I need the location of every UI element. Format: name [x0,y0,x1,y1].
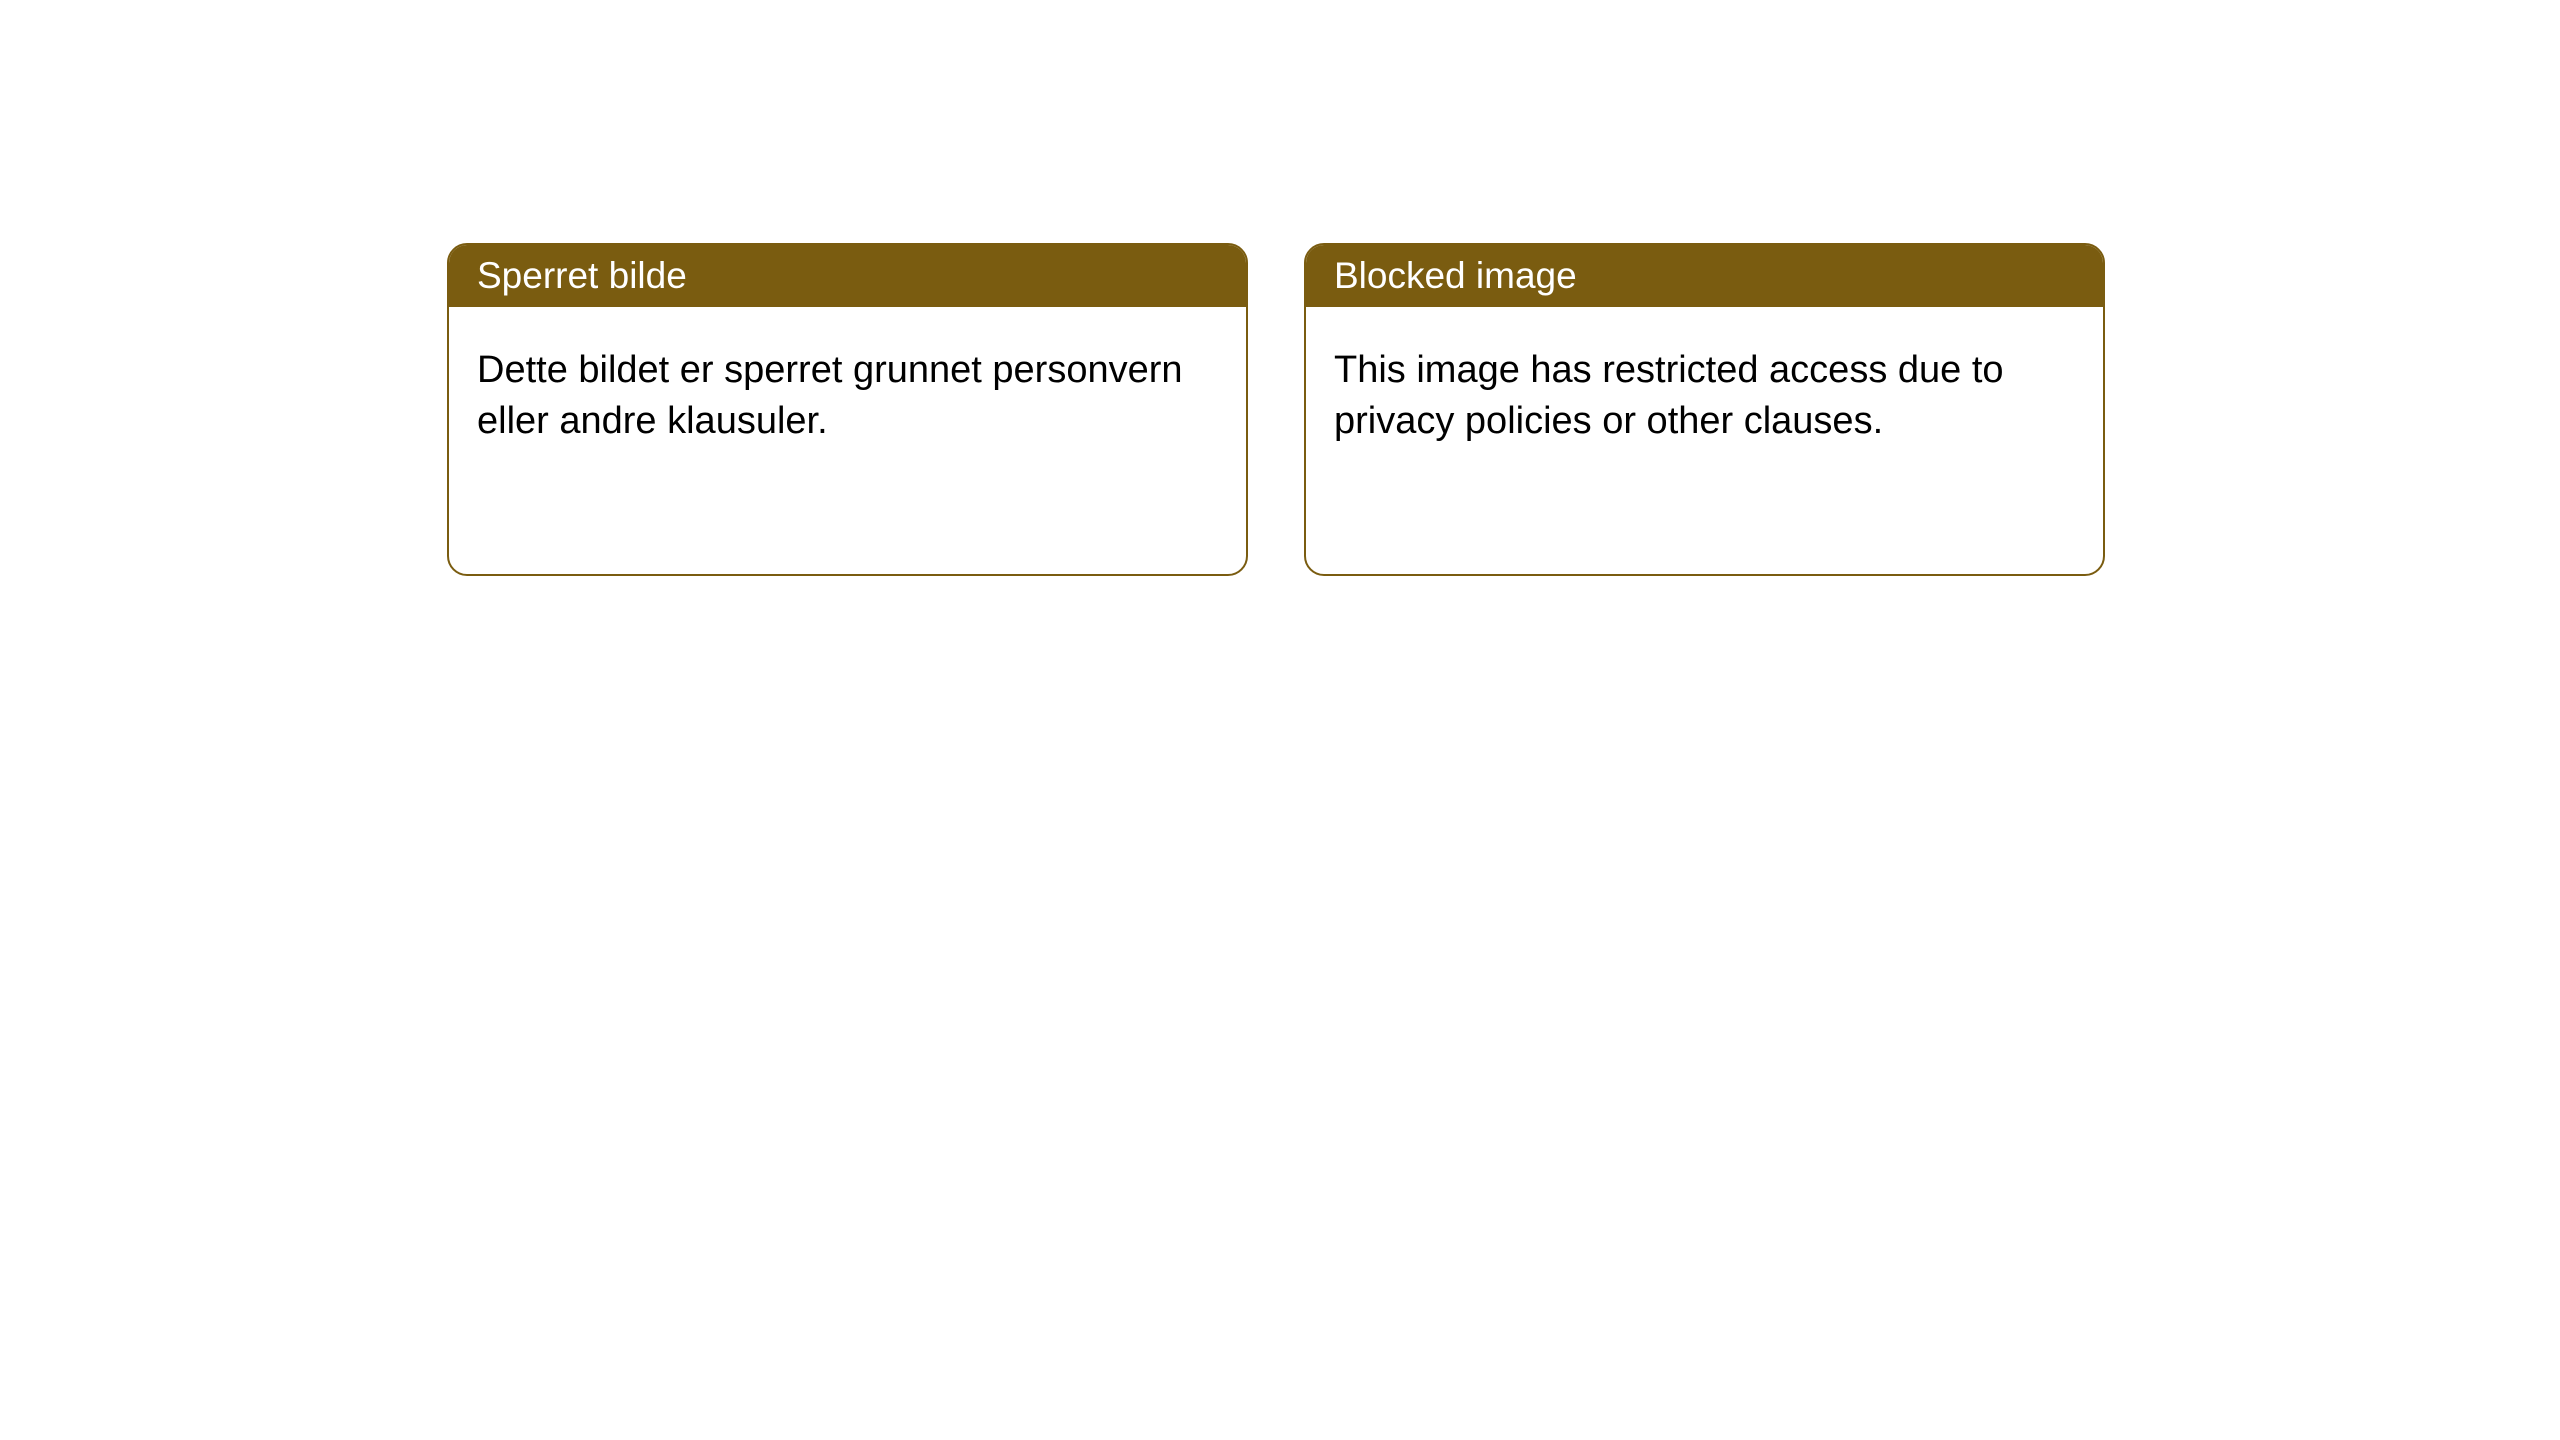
notice-body: This image has restricted access due to … [1306,307,2103,486]
notice-body: Dette bildet er sperret grunnet personve… [449,307,1246,486]
notice-card-norwegian: Sperret bilde Dette bildet er sperret gr… [447,243,1248,576]
notices-container: Sperret bilde Dette bildet er sperret gr… [447,243,2105,576]
notice-title: Blocked image [1306,245,2103,307]
notice-title: Sperret bilde [449,245,1246,307]
notice-card-english: Blocked image This image has restricted … [1304,243,2105,576]
